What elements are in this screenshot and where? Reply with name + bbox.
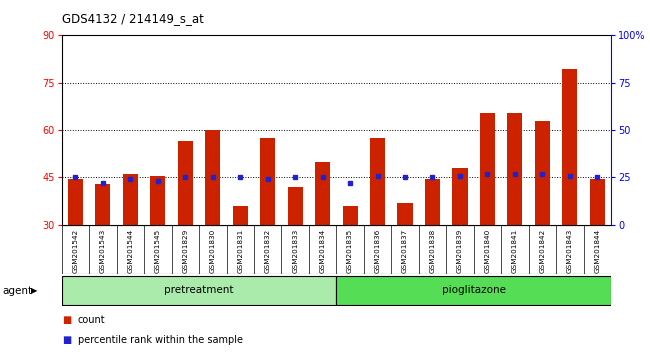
- Text: GSM201842: GSM201842: [540, 229, 545, 273]
- Text: GSM201834: GSM201834: [320, 229, 326, 273]
- Text: GSM201839: GSM201839: [457, 229, 463, 273]
- Bar: [452, 168, 467, 225]
- Bar: [590, 179, 605, 225]
- Text: GSM201544: GSM201544: [127, 229, 133, 273]
- Bar: [178, 141, 193, 225]
- Text: GSM201837: GSM201837: [402, 229, 408, 273]
- Bar: [62, 276, 337, 304]
- Text: GSM201844: GSM201844: [594, 229, 600, 273]
- Bar: [370, 138, 385, 225]
- Bar: [480, 113, 495, 225]
- Text: GSM201838: GSM201838: [430, 229, 436, 273]
- Bar: [508, 113, 523, 225]
- Text: GSM201833: GSM201833: [292, 229, 298, 273]
- Text: percentile rank within the sample: percentile rank within the sample: [78, 335, 243, 345]
- Bar: [562, 69, 577, 225]
- Text: pretreatment: pretreatment: [164, 285, 234, 295]
- Text: ▶: ▶: [31, 286, 38, 296]
- Text: GSM201543: GSM201543: [100, 229, 106, 273]
- Text: ■: ■: [62, 335, 71, 345]
- Text: GSM201542: GSM201542: [73, 229, 79, 273]
- Bar: [96, 184, 111, 225]
- Text: GSM201832: GSM201832: [265, 229, 270, 273]
- Bar: [123, 174, 138, 225]
- Bar: [398, 203, 413, 225]
- Bar: [68, 179, 83, 225]
- Bar: [260, 138, 275, 225]
- Text: GSM201835: GSM201835: [347, 229, 353, 273]
- Text: GSM201831: GSM201831: [237, 229, 243, 273]
- Text: pioglitazone: pioglitazone: [442, 285, 506, 295]
- Text: count: count: [78, 315, 105, 325]
- Text: GSM201841: GSM201841: [512, 229, 518, 273]
- Bar: [315, 162, 330, 225]
- Bar: [343, 206, 358, 225]
- Text: GSM201836: GSM201836: [374, 229, 380, 273]
- Bar: [150, 176, 165, 225]
- Text: ■: ■: [62, 315, 71, 325]
- Text: agent: agent: [2, 286, 32, 296]
- Text: GSM201829: GSM201829: [183, 229, 188, 273]
- Bar: [425, 179, 440, 225]
- Bar: [535, 121, 550, 225]
- Bar: [337, 276, 611, 304]
- Text: GSM201840: GSM201840: [484, 229, 490, 273]
- Text: GSM201830: GSM201830: [210, 229, 216, 273]
- Text: GDS4132 / 214149_s_at: GDS4132 / 214149_s_at: [62, 12, 203, 25]
- Bar: [233, 206, 248, 225]
- Bar: [288, 187, 303, 225]
- Bar: [205, 130, 220, 225]
- Text: GSM201843: GSM201843: [567, 229, 573, 273]
- Text: GSM201545: GSM201545: [155, 229, 161, 273]
